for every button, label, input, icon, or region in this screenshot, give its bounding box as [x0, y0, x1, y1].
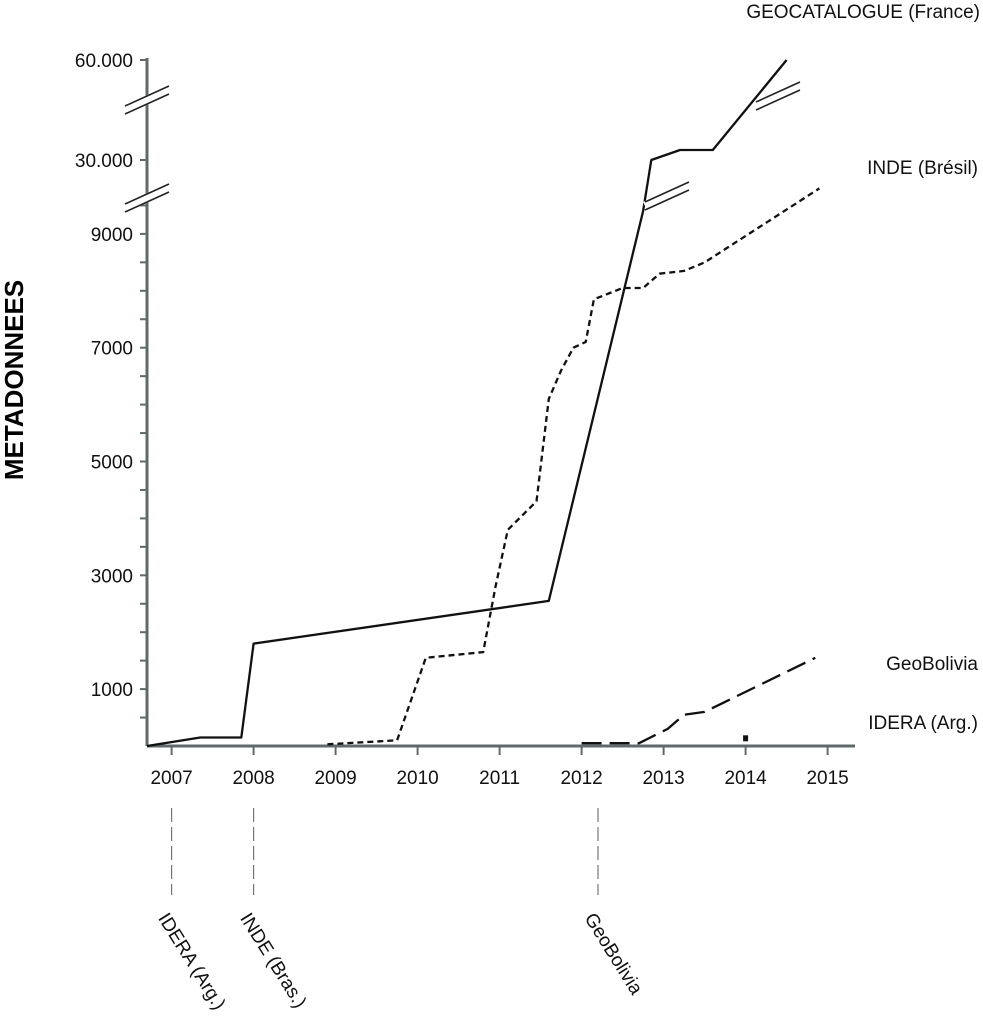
geobolivia-event-label: GeoBolivia [580, 910, 647, 999]
x-tick-label: 2009 [314, 768, 356, 789]
idera-arg-point [743, 735, 749, 742]
inde-bras-event-label: INDE (Bras.) [235, 910, 310, 1012]
break-stroke [755, 81, 801, 103]
y-tick-label: 1000 [91, 680, 133, 701]
x-tick-label: 2015 [806, 768, 848, 789]
geocatalogue-france-line [146, 59, 788, 748]
axes-layer [140, 58, 855, 755]
break-gap [754, 81, 802, 111]
y-tick-label: 9000 [91, 225, 133, 246]
x-tick-label: 2014 [724, 768, 767, 789]
y-tick-label: 3000 [91, 566, 133, 587]
labels-layer: 1000 3000 5000 7000 9000 30.000 60.000 2007 2008… [0, 2, 980, 789]
y-tick-label: 5000 [91, 453, 133, 474]
break-stroke [124, 93, 170, 115]
geobolivia-label: GeoBolivia [886, 654, 978, 675]
y-axis-title: METADONNEES [0, 280, 29, 480]
x-tick-label: 2011 [479, 768, 520, 789]
break-stroke [124, 191, 170, 213]
break-gap [123, 183, 171, 213]
axis-breaks-layer [123, 81, 802, 213]
idera-arg-event-label: IDERA (Arg.) [153, 910, 229, 1014]
y-tick-label: 7000 [91, 339, 133, 360]
y-tick-label: 60.000 [75, 51, 133, 72]
break-stroke [124, 85, 170, 107]
france-line-break-upper [754, 81, 802, 111]
y-axis-break-lower [123, 183, 171, 213]
break-stroke [644, 181, 690, 203]
geocatalogue-france-label: GEOCATALOGUE (France) [746, 2, 980, 23]
x-tick-label: 2008 [232, 768, 274, 789]
event-markers-layer: IDERA (Arg.) INDE (Bras.) GeoBolivia [153, 808, 646, 1014]
y-tick-label: 30.000 [75, 151, 133, 172]
x-tick-label: 2012 [560, 768, 602, 789]
break-stroke [644, 189, 690, 211]
idera-arg-label: IDERA (Arg.) [868, 713, 978, 734]
inde-br-sil-line [327, 187, 821, 746]
break-stroke [124, 183, 170, 205]
x-tick-label: 2010 [396, 768, 438, 789]
series-layer [146, 59, 821, 748]
x-tick-label: 2013 [642, 768, 684, 789]
break-gap [123, 85, 171, 115]
geobolivia-line [581, 656, 816, 745]
y-axis-break-upper [123, 85, 171, 115]
break-stroke [755, 89, 801, 111]
x-tick-label: 2007 [150, 768, 192, 789]
break-gap [643, 181, 691, 211]
france-line-break-lower [643, 181, 691, 211]
inde-br-sil-label: INDE (Brésil) [867, 158, 978, 179]
